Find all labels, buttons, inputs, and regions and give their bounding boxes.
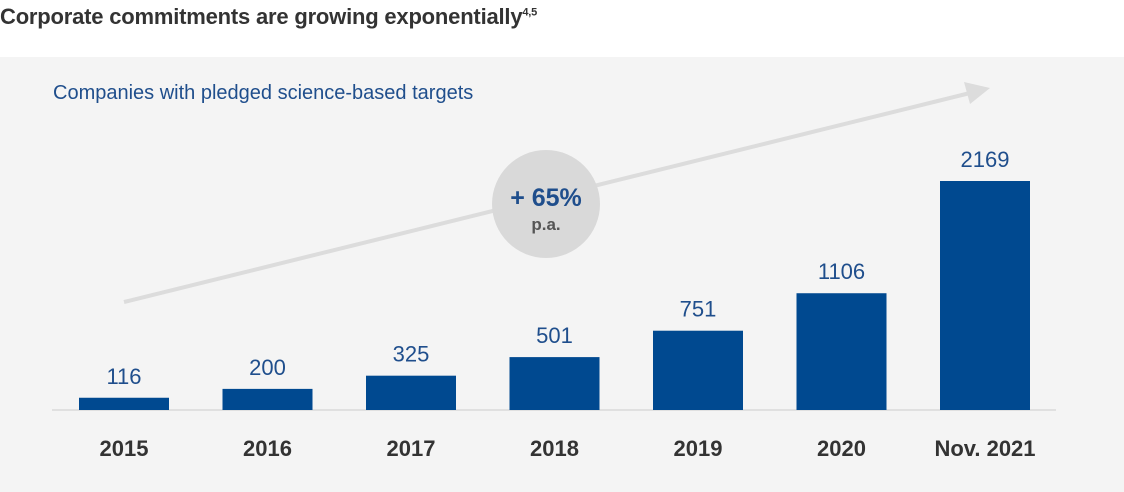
footnote-reference: 4,5 [522, 6, 538, 19]
bar-2016 [222, 388, 313, 410]
x-tick-label: Nov. 2021 [934, 436, 1035, 461]
bar-value-label: 116 [106, 364, 141, 389]
bar-2018 [509, 357, 600, 410]
growth-badge-value: + 65% [510, 184, 582, 212]
bar-series: 116 2015 200 2016 325 2017 501 2018 751 2019 1106 2… [79, 147, 1036, 461]
growth-arrow-head [964, 82, 990, 104]
bar-value-label: 501 [536, 323, 573, 348]
bar-2017 [366, 375, 456, 410]
bar-2019 [653, 330, 743, 410]
x-tick-label: 2016 [243, 436, 292, 461]
growth-badge-circle [492, 150, 600, 258]
page-title: Corporate commitments are growing expone… [0, 4, 537, 30]
growth-badge-unit: p.a. [531, 215, 560, 234]
bar-value-label: 200 [249, 355, 286, 380]
x-tick-label: 2019 [674, 436, 723, 461]
bar-2020 [796, 293, 887, 410]
chart-panel [0, 57, 1124, 492]
bar-2015 [79, 397, 169, 410]
x-tick-label: 2015 [100, 436, 149, 461]
bar-value-label: 2169 [961, 147, 1010, 172]
page-title-text: Corporate commitments are growing expone… [0, 4, 523, 29]
x-tick-label: 2020 [817, 436, 866, 461]
growth-badge: + 65% p.a. [492, 150, 600, 258]
bar-nov-2021 [940, 181, 1030, 410]
bar-value-label: 1106 [818, 259, 865, 284]
x-tick-label: 2018 [530, 436, 579, 461]
bar-value-label: 325 [393, 342, 430, 367]
x-tick-label: 2017 [387, 436, 436, 461]
chart-subtitle: Companies with pledged science-based tar… [53, 82, 474, 104]
bar-value-label: 751 [680, 297, 717, 322]
